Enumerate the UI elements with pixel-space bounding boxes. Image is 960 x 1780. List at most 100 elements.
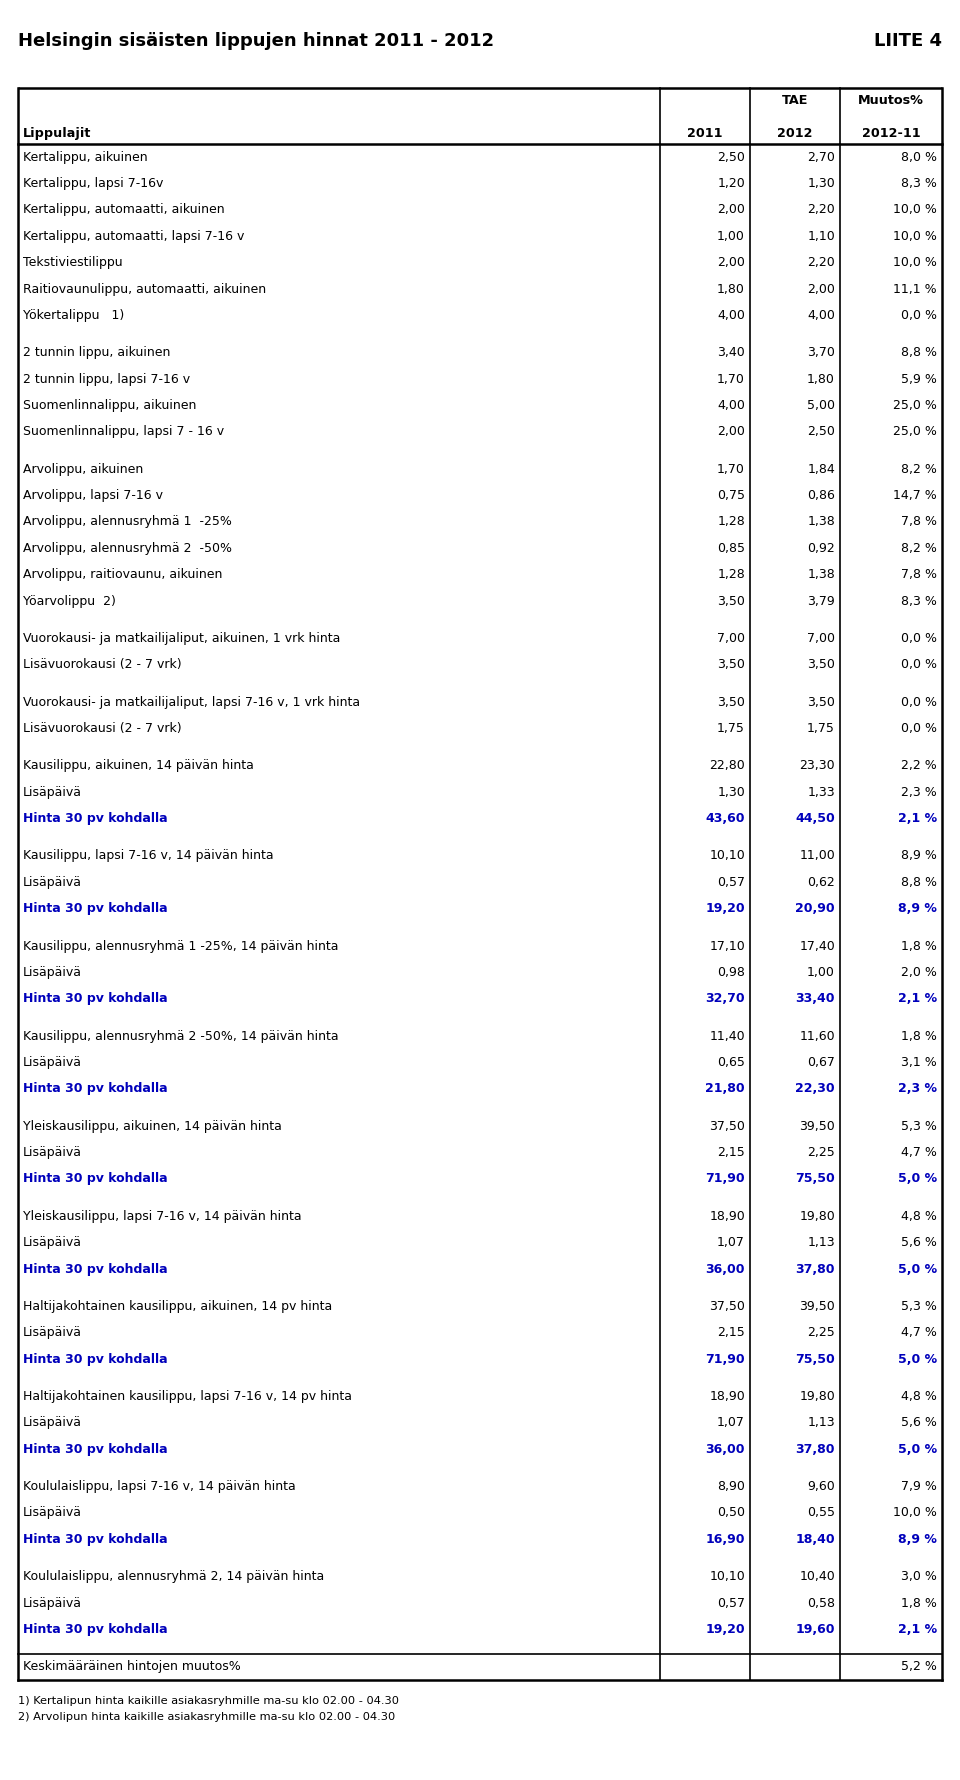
Text: 5,00: 5,00: [807, 399, 835, 411]
Text: 0,98: 0,98: [717, 967, 745, 979]
Text: 2) Arvolipun hinta kaikille asiakasryhmille ma-su klo 02.00 - 04.30: 2) Arvolipun hinta kaikille asiakasryhmi…: [18, 1712, 396, 1721]
Text: 5,3 %: 5,3 %: [901, 1299, 937, 1314]
Text: 3,50: 3,50: [717, 595, 745, 607]
Text: Suomenlinnalippu, aikuinen: Suomenlinnalippu, aikuinen: [23, 399, 197, 411]
Text: 8,8 %: 8,8 %: [901, 347, 937, 360]
Text: 17,10: 17,10: [709, 940, 745, 952]
Text: 2,00: 2,00: [717, 256, 745, 269]
Text: Yleiskausilippu, lapsi 7-16 v, 14 päivän hinta: Yleiskausilippu, lapsi 7-16 v, 14 päivän…: [23, 1210, 301, 1223]
Text: 11,00: 11,00: [800, 849, 835, 863]
Text: Lisävuorokausi (2 - 7 vrk): Lisävuorokausi (2 - 7 vrk): [23, 659, 181, 671]
Text: Kausilippu, lapsi 7-16 v, 14 päivän hinta: Kausilippu, lapsi 7-16 v, 14 päivän hint…: [23, 849, 274, 863]
Text: 11,40: 11,40: [709, 1029, 745, 1043]
Text: 1,8 %: 1,8 %: [901, 940, 937, 952]
Text: 0,50: 0,50: [717, 1506, 745, 1520]
Text: 1,28: 1,28: [717, 568, 745, 582]
Text: Suomenlinnalippu, lapsi 7 - 16 v: Suomenlinnalippu, lapsi 7 - 16 v: [23, 425, 224, 438]
Text: Haltijakohtainen kausilippu, aikuinen, 14 pv hinta: Haltijakohtainen kausilippu, aikuinen, 1…: [23, 1299, 332, 1314]
Text: 19,80: 19,80: [800, 1210, 835, 1223]
Text: Hinta 30 pv kohdalla: Hinta 30 pv kohdalla: [23, 1173, 168, 1185]
Text: 0,0 %: 0,0 %: [901, 632, 937, 644]
Text: 8,90: 8,90: [717, 1481, 745, 1493]
Text: 2,70: 2,70: [807, 151, 835, 164]
Text: 8,9 %: 8,9 %: [901, 849, 937, 863]
Text: 11,60: 11,60: [800, 1029, 835, 1043]
Text: Hinta 30 pv kohdalla: Hinta 30 pv kohdalla: [23, 991, 168, 1006]
Text: 43,60: 43,60: [706, 812, 745, 826]
Text: 75,50: 75,50: [795, 1353, 835, 1365]
Text: 36,00: 36,00: [706, 1444, 745, 1456]
Text: 2,00: 2,00: [717, 425, 745, 438]
Text: Kausilippu, alennusryhmä 1 -25%, 14 päivän hinta: Kausilippu, alennusryhmä 1 -25%, 14 päiv…: [23, 940, 339, 952]
Text: Arvolippu, alennusryhmä 2  -50%: Arvolippu, alennusryhmä 2 -50%: [23, 541, 232, 555]
Text: 8,9 %: 8,9 %: [899, 1533, 937, 1545]
Text: Kausilippu, aikuinen, 14 päivän hinta: Kausilippu, aikuinen, 14 päivän hinta: [23, 760, 253, 773]
Text: Hinta 30 pv kohdalla: Hinta 30 pv kohdalla: [23, 1262, 168, 1276]
Text: 1,10: 1,10: [807, 230, 835, 242]
Text: 5,9 %: 5,9 %: [901, 372, 937, 386]
Text: 0,65: 0,65: [717, 1056, 745, 1070]
Text: 0,92: 0,92: [807, 541, 835, 555]
Text: 18,90: 18,90: [709, 1210, 745, 1223]
Text: 10,40: 10,40: [800, 1570, 835, 1582]
Text: Kausilippu, alennusryhmä 2 -50%, 14 päivän hinta: Kausilippu, alennusryhmä 2 -50%, 14 päiv…: [23, 1029, 339, 1043]
Text: Hinta 30 pv kohdalla: Hinta 30 pv kohdalla: [23, 1353, 168, 1365]
Text: Muutos%: Muutos%: [858, 94, 924, 107]
Text: Hinta 30 pv kohdalla: Hinta 30 pv kohdalla: [23, 1082, 168, 1095]
Text: 7,8 %: 7,8 %: [901, 568, 937, 582]
Text: 1,38: 1,38: [807, 568, 835, 582]
Text: Raitiovaunulippu, automaatti, aikuinen: Raitiovaunulippu, automaatti, aikuinen: [23, 283, 266, 295]
Text: 10,10: 10,10: [709, 1570, 745, 1582]
Text: TAE: TAE: [781, 94, 808, 107]
Text: 2,3 %: 2,3 %: [898, 1082, 937, 1095]
Text: Kertalippu, lapsi 7-16v: Kertalippu, lapsi 7-16v: [23, 176, 163, 190]
Text: 2,25: 2,25: [807, 1326, 835, 1339]
Text: 19,20: 19,20: [706, 1623, 745, 1636]
Text: 4,8 %: 4,8 %: [901, 1210, 937, 1223]
Text: 2,1 %: 2,1 %: [898, 812, 937, 826]
Text: 2,15: 2,15: [717, 1326, 745, 1339]
Text: 22,80: 22,80: [709, 760, 745, 773]
Text: Helsingin sisäisten lippujen hinnat 2011 - 2012: Helsingin sisäisten lippujen hinnat 2011…: [18, 32, 494, 50]
Text: 19,20: 19,20: [706, 902, 745, 915]
Text: 71,90: 71,90: [706, 1173, 745, 1185]
Text: 17,40: 17,40: [800, 940, 835, 952]
Text: 2,50: 2,50: [807, 425, 835, 438]
Text: 3,70: 3,70: [807, 347, 835, 360]
Text: 4,00: 4,00: [717, 310, 745, 322]
Text: 2011: 2011: [687, 126, 723, 141]
Text: Kertalippu, automaatti, lapsi 7-16 v: Kertalippu, automaatti, lapsi 7-16 v: [23, 230, 245, 242]
Text: 1,70: 1,70: [717, 463, 745, 475]
Text: 0,0 %: 0,0 %: [901, 310, 937, 322]
Text: Tekstiviestilippu: Tekstiviestilippu: [23, 256, 123, 269]
Text: 0,0 %: 0,0 %: [901, 723, 937, 735]
Text: 2,20: 2,20: [807, 203, 835, 217]
Text: 25,0 %: 25,0 %: [893, 399, 937, 411]
Text: 0,0 %: 0,0 %: [901, 659, 937, 671]
Text: 1,13: 1,13: [807, 1237, 835, 1250]
Text: 0,85: 0,85: [717, 541, 745, 555]
Text: 1,07: 1,07: [717, 1417, 745, 1429]
Text: 8,2 %: 8,2 %: [901, 463, 937, 475]
Text: 37,50: 37,50: [709, 1120, 745, 1132]
Text: 1,8 %: 1,8 %: [901, 1029, 937, 1043]
Text: 0,57: 0,57: [717, 876, 745, 888]
Text: Lisäpäivä: Lisäpäivä: [23, 1597, 82, 1609]
Text: 4,7 %: 4,7 %: [901, 1326, 937, 1339]
Text: Lisävuorokausi (2 - 7 vrk): Lisävuorokausi (2 - 7 vrk): [23, 723, 181, 735]
Text: 1,70: 1,70: [717, 372, 745, 386]
Text: 1,75: 1,75: [717, 723, 745, 735]
Text: 7,8 %: 7,8 %: [901, 516, 937, 529]
Text: 19,80: 19,80: [800, 1390, 835, 1403]
Text: 8,3 %: 8,3 %: [901, 595, 937, 607]
Text: 10,0 %: 10,0 %: [893, 203, 937, 217]
Text: 1,00: 1,00: [807, 967, 835, 979]
Text: 20,90: 20,90: [796, 902, 835, 915]
Text: 18,40: 18,40: [796, 1533, 835, 1545]
Text: 10,0 %: 10,0 %: [893, 256, 937, 269]
Text: 0,75: 0,75: [717, 490, 745, 502]
Text: 1,28: 1,28: [717, 516, 745, 529]
Text: 8,8 %: 8,8 %: [901, 876, 937, 888]
Text: 1,00: 1,00: [717, 230, 745, 242]
Text: 0,0 %: 0,0 %: [901, 696, 937, 708]
